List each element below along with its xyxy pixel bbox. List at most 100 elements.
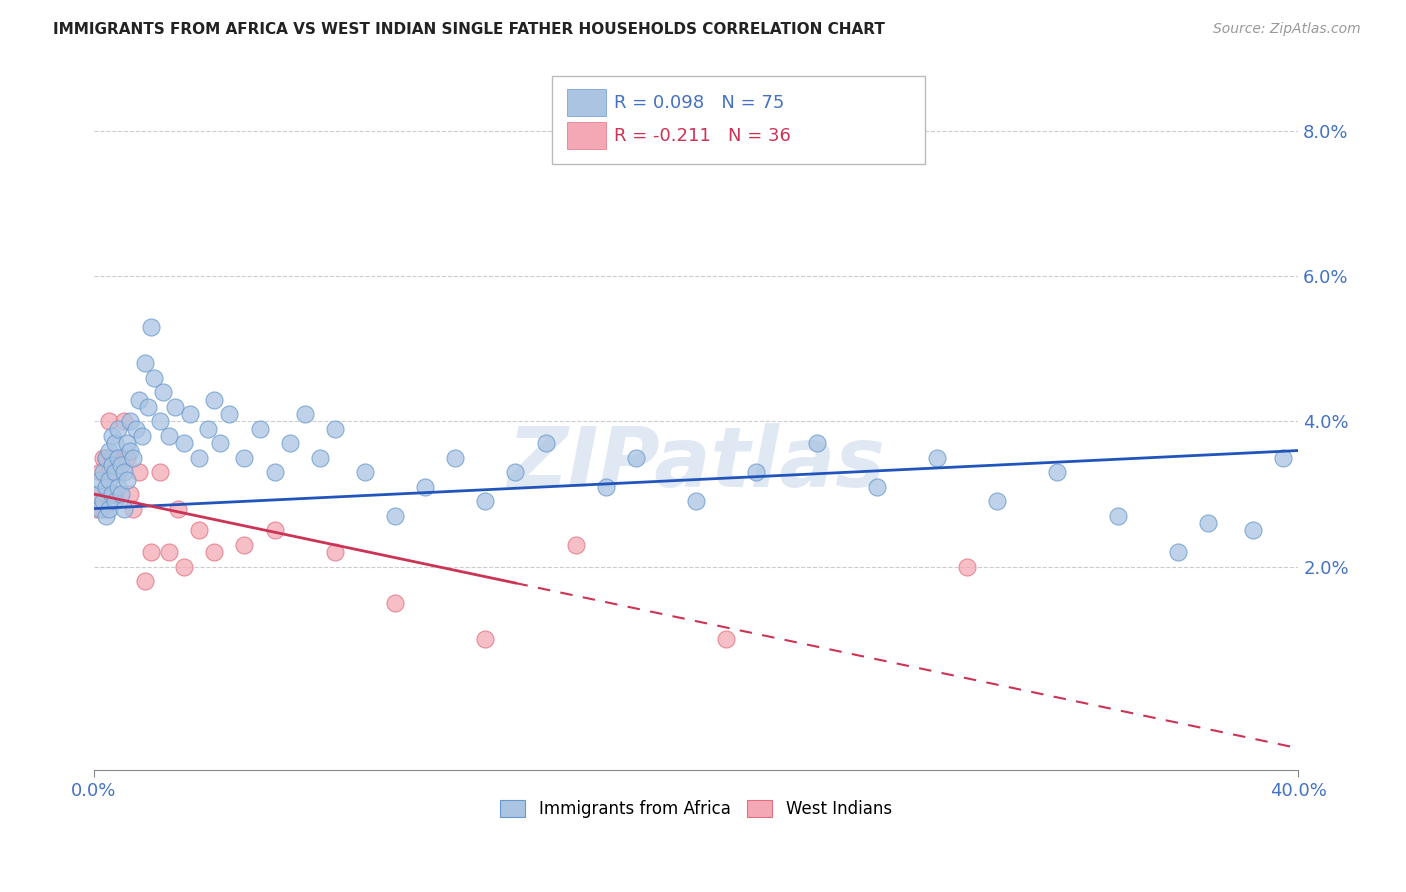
Point (104, 465, 127, 479)
Point (104, 450, 127, 465)
Point (91, 450, 114, 465)
Point (218, 407, 240, 421)
Point (94, 508, 117, 523)
Point (1046, 465, 1069, 479)
Point (89, 487, 111, 501)
Point (308, 450, 330, 465)
Point (986, 494, 1008, 508)
Point (101, 429, 124, 443)
Point (104, 436, 127, 450)
Point (866, 480, 889, 494)
Point (125, 422, 148, 436)
Point (98, 501, 121, 516)
Point (624, 450, 647, 465)
FancyBboxPatch shape (551, 77, 925, 163)
FancyBboxPatch shape (567, 122, 606, 149)
Point (101, 450, 124, 465)
Point (134, 574, 156, 589)
Point (564, 538, 586, 552)
Text: R = -0.211   N = 36: R = -0.211 N = 36 (614, 127, 792, 145)
Point (120, 443, 142, 458)
Point (294, 407, 316, 421)
Point (323, 422, 346, 436)
Point (98, 465, 121, 479)
Point (98, 443, 121, 458)
Point (188, 450, 211, 465)
Point (474, 632, 496, 647)
Point (128, 465, 150, 479)
Point (115, 450, 138, 465)
Point (233, 538, 256, 552)
Point (806, 436, 828, 450)
Point (444, 450, 467, 465)
Point (152, 385, 174, 400)
Point (134, 356, 156, 370)
Point (89, 501, 111, 516)
Point (534, 436, 557, 450)
Point (89, 473, 111, 487)
Legend: Immigrants from Africa, West Indians: Immigrants from Africa, West Indians (494, 793, 898, 824)
Point (165, 400, 187, 414)
Point (956, 559, 979, 574)
Point (505, 465, 527, 479)
Point (98, 473, 121, 487)
Point (278, 436, 301, 450)
Point (104, 494, 127, 508)
Point (384, 508, 406, 523)
Point (94, 487, 117, 501)
Point (139, 545, 162, 559)
Point (474, 494, 496, 508)
Point (209, 436, 232, 450)
Point (263, 524, 285, 538)
Text: IMMIGRANTS FROM AFRICA VS WEST INDIAN SINGLE FATHER HOUSEHOLDS CORRELATION CHART: IMMIGRANTS FROM AFRICA VS WEST INDIAN SI… (53, 22, 886, 37)
Point (136, 400, 159, 414)
Point (110, 450, 132, 465)
Point (1197, 516, 1219, 530)
Point (107, 422, 129, 436)
Point (120, 487, 142, 501)
Point (112, 465, 135, 479)
Point (101, 487, 124, 501)
Point (745, 465, 768, 479)
Point (323, 545, 346, 559)
Point (128, 392, 150, 407)
Point (98, 415, 121, 429)
Point (173, 436, 195, 450)
Point (122, 450, 145, 465)
Point (249, 422, 271, 436)
Point (91, 494, 114, 508)
Point (115, 436, 138, 450)
Point (1241, 524, 1264, 538)
Point (91, 501, 114, 516)
Point (173, 559, 195, 574)
Point (188, 524, 211, 538)
Point (149, 465, 172, 479)
Point (139, 320, 162, 334)
FancyBboxPatch shape (567, 89, 606, 116)
Point (179, 407, 201, 421)
Point (143, 371, 166, 385)
Point (149, 415, 172, 429)
Point (233, 450, 256, 465)
Point (716, 632, 738, 647)
Point (101, 487, 124, 501)
Point (384, 596, 406, 610)
Point (263, 465, 285, 479)
Point (595, 480, 617, 494)
Point (354, 465, 377, 479)
Text: ZIPatlas: ZIPatlas (508, 423, 884, 504)
Text: Source: ZipAtlas.com: Source: ZipAtlas.com (1213, 22, 1361, 37)
Point (107, 480, 129, 494)
Point (86, 501, 108, 516)
Point (157, 429, 180, 443)
Point (101, 458, 124, 472)
Point (1272, 450, 1295, 465)
Point (104, 487, 127, 501)
Point (107, 450, 129, 465)
Point (112, 501, 135, 516)
Point (1107, 508, 1129, 523)
Point (685, 494, 707, 508)
Point (94, 450, 117, 465)
Point (122, 501, 145, 516)
Point (202, 545, 225, 559)
